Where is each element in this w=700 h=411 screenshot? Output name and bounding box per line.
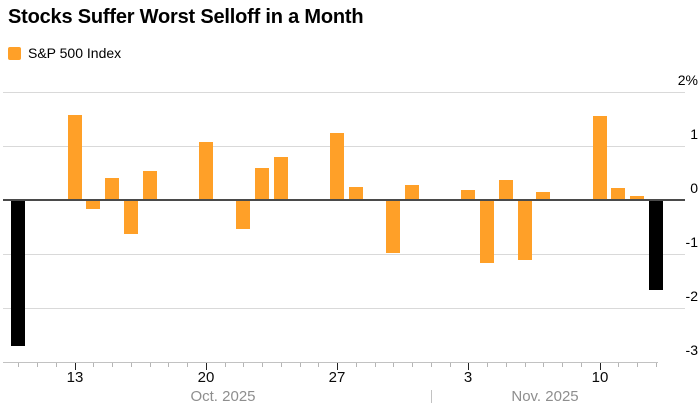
x-axis-minor-tick <box>543 363 544 367</box>
bar-nov-7 <box>536 192 550 199</box>
x-axis-date-label: 20 <box>197 369 215 386</box>
x-axis-date-label: 10 <box>591 369 609 386</box>
x-axis-minor-tick <box>431 363 432 367</box>
bar-oct-31 <box>405 185 419 199</box>
x-axis-minor-tick <box>225 363 226 367</box>
gridline <box>3 92 685 93</box>
y-axis-label: 1 <box>690 126 698 142</box>
x-axis-major-tick <box>337 363 338 370</box>
x-axis-minor-tick <box>168 363 169 367</box>
gridline <box>3 254 685 255</box>
bar-nov-5 <box>499 180 513 200</box>
bar-nov-3 <box>461 190 475 199</box>
bar-oct-10 <box>11 200 25 346</box>
x-axis-date-label: 3 <box>463 369 473 386</box>
chart-title: Stocks Suffer Worst Selloff in a Month <box>8 6 364 28</box>
bar-oct-13 <box>68 115 82 199</box>
gridline <box>3 146 685 147</box>
x-axis-minor-tick <box>243 363 244 367</box>
bar-nov-4 <box>480 200 494 263</box>
x-axis-minor-tick <box>262 363 263 367</box>
bar-oct-22 <box>236 200 250 229</box>
bar-oct-15 <box>105 178 119 200</box>
x-axis-minor-tick <box>618 363 619 367</box>
bar-nov-11 <box>611 188 625 199</box>
y-axis-label: -1 <box>685 234 698 250</box>
x-axis-minor-tick <box>18 363 19 367</box>
bar-oct-20 <box>199 142 213 200</box>
x-axis-minor-tick <box>131 363 132 367</box>
legend-series-label: S&P 500 Index <box>28 45 122 61</box>
month-divider <box>431 390 432 403</box>
x-axis-minor-tick <box>356 363 357 367</box>
bar-nov-12 <box>630 196 644 199</box>
x-axis-minor-tick <box>56 363 57 367</box>
x-axis-minor-tick <box>393 363 394 367</box>
legend: S&P 500 Index <box>8 45 121 61</box>
y-axis-label: 2% <box>677 72 698 88</box>
x-axis-month-label: Nov. 2025 <box>511 388 579 405</box>
x-axis-minor-tick <box>525 363 526 367</box>
x-axis-minor-tick <box>487 363 488 367</box>
x-axis-minor-tick <box>37 363 38 367</box>
x-axis-minor-tick <box>281 363 282 367</box>
zero-line <box>3 199 685 201</box>
bar-oct-24 <box>274 157 288 200</box>
bar-oct-27 <box>330 133 344 199</box>
x-axis-minor-tick <box>93 363 94 367</box>
bar-oct-14 <box>86 200 100 209</box>
x-axis-line <box>3 362 658 363</box>
y-axis-label: 0 <box>690 180 698 196</box>
x-axis-minor-tick <box>150 363 151 367</box>
x-axis-minor-tick <box>300 363 301 367</box>
bar-nov-6 <box>518 200 532 260</box>
x-axis-minor-tick <box>318 363 319 367</box>
bar-oct-30 <box>386 200 400 253</box>
x-axis-minor-tick <box>450 363 451 367</box>
x-axis-month-label: Oct. 2025 <box>190 388 256 405</box>
y-axis-label: -3 <box>685 342 698 358</box>
bar-oct-16 <box>124 200 138 234</box>
bar-oct-23 <box>255 168 269 199</box>
x-axis-minor-tick <box>375 363 376 367</box>
gridline <box>3 308 685 309</box>
x-axis-minor-tick <box>112 363 113 367</box>
x-axis-minor-tick <box>581 363 582 367</box>
bar-nov-10 <box>593 116 607 199</box>
x-axis-major-tick <box>600 363 601 370</box>
y-axis-label: -2 <box>685 288 698 304</box>
x-axis-major-tick <box>206 363 207 370</box>
x-axis-minor-tick <box>656 363 657 367</box>
x-axis-date-label: 13 <box>66 369 84 386</box>
x-axis-date-label: 27 <box>328 369 346 386</box>
x-axis-major-tick <box>75 363 76 370</box>
x-axis-minor-tick <box>506 363 507 367</box>
x-axis-major-tick <box>468 363 469 370</box>
x-axis-minor-tick <box>637 363 638 367</box>
legend-swatch-icon <box>8 46 21 60</box>
bar-oct-28 <box>349 187 363 199</box>
x-axis-minor-tick <box>562 363 563 367</box>
bar-oct-17 <box>143 171 157 200</box>
bar-nov-13 <box>649 200 663 290</box>
x-axis-minor-tick <box>187 363 188 367</box>
x-axis-minor-tick <box>412 363 413 367</box>
